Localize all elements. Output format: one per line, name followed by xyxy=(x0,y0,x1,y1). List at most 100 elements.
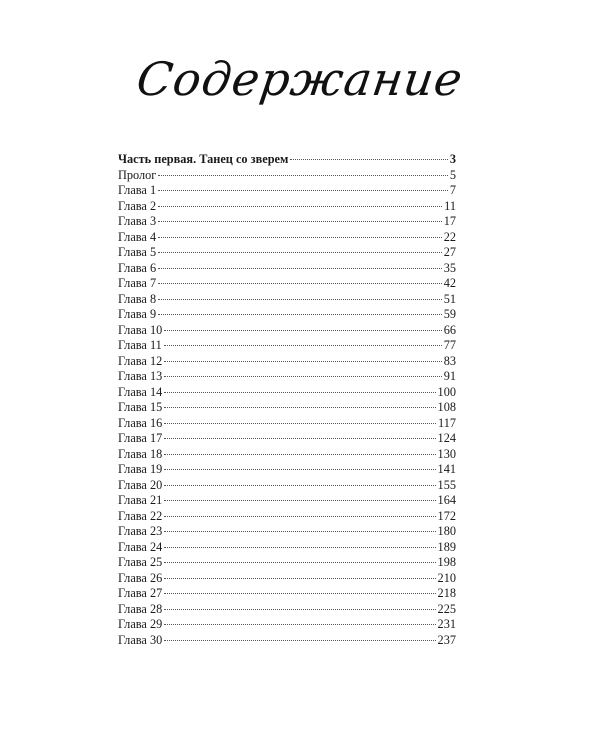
dot-leader xyxy=(164,577,436,579)
toc-entry-label: Глава 26 xyxy=(118,570,163,585)
toc-entry-page-number: 77 xyxy=(443,338,456,352)
toc-entry-label: Глава 7 xyxy=(118,276,157,290)
dot-leader xyxy=(164,469,436,470)
toc-entry-page-number: 3 xyxy=(449,152,456,166)
dot-leader xyxy=(164,531,436,532)
dot-leader xyxy=(164,546,436,548)
toc-entry-page-number: 5 xyxy=(449,167,456,182)
toc-entry-label: Глава 29 xyxy=(118,617,163,631)
toc-entry: Глава 5 27 xyxy=(118,245,456,261)
toc-entry-page-number: 225 xyxy=(437,601,456,616)
toc-entry-label: Глава 8 xyxy=(118,291,157,306)
toc-entry-label: Глава 16 xyxy=(118,415,163,430)
dot-leader xyxy=(158,267,442,269)
dot-leader xyxy=(164,453,436,455)
dot-leader xyxy=(164,376,442,377)
toc-entry-label: Глава 30 xyxy=(118,632,163,647)
toc-entry-page-number: 164 xyxy=(437,493,456,507)
toc-entry: Глава 23 180 xyxy=(118,524,456,540)
toc-entry-label: Глава 2 xyxy=(118,198,157,213)
dot-leader xyxy=(164,484,436,486)
dot-leader xyxy=(158,236,442,238)
toc-entry-label: Глава 5 xyxy=(118,245,157,259)
dot-leader xyxy=(164,360,442,362)
toc-entry-label: Глава 21 xyxy=(118,493,163,507)
toc-entry-page-number: 22 xyxy=(443,229,456,244)
toc-entry-label: Глава 3 xyxy=(118,214,157,228)
dot-leader xyxy=(164,639,436,641)
toc-entry-label: Глава 15 xyxy=(118,400,163,414)
toc-entry-page-number: 124 xyxy=(437,431,456,445)
toc-entry-label: Часть первая. Танец со зверем xyxy=(118,152,289,166)
toc-entry-label: Глава 25 xyxy=(118,555,163,569)
toc-entry-label: Пролог xyxy=(118,167,157,182)
dot-leader xyxy=(158,190,448,191)
toc-entry: Глава 28 225 xyxy=(118,602,456,618)
toc-entry-page-number: 83 xyxy=(443,353,456,368)
toc-entry: Глава 6 35 xyxy=(118,261,456,277)
toc-entry-page-number: 130 xyxy=(437,446,456,461)
dot-leader xyxy=(164,608,436,610)
dot-leader xyxy=(290,159,448,160)
toc-entry: Пролог 5 xyxy=(118,168,456,184)
dot-leader xyxy=(158,252,442,253)
toc-entry: Глава 20 155 xyxy=(118,478,456,494)
toc-entry-page-number: 11 xyxy=(444,198,456,213)
toc-entry: Глава 12 83 xyxy=(118,354,456,370)
toc-entry-label: Глава 17 xyxy=(118,431,163,445)
toc-entry: Глава 8 51 xyxy=(118,292,456,308)
dot-leader xyxy=(164,438,436,439)
toc-entry: Глава 4 22 xyxy=(118,230,456,246)
dot-leader xyxy=(164,329,442,331)
toc-entry: Глава 30 237 xyxy=(118,633,456,649)
toc-entry: Глава 22 172 xyxy=(118,509,456,525)
toc-entry-label: Глава 4 xyxy=(118,229,157,244)
dot-leader xyxy=(164,562,436,563)
dot-leader xyxy=(158,221,442,222)
toc-entry-page-number: 35 xyxy=(443,260,456,275)
toc-entry-label: Глава 20 xyxy=(118,477,163,492)
toc-entry-page-number: 59 xyxy=(443,307,456,321)
toc-entry-label: Глава 9 xyxy=(118,307,157,321)
toc-entry-page-number: 91 xyxy=(443,369,456,383)
toc-entry: Глава 11 77 xyxy=(118,338,456,354)
toc-entry-label: Глава 27 xyxy=(118,586,163,600)
toc-entry: Глава 13 91 xyxy=(118,369,456,385)
toc-entry: Глава 1 7 xyxy=(118,183,456,199)
toc-entry-label: Глава 22 xyxy=(118,508,163,523)
toc-entry-label: Глава 19 xyxy=(118,462,163,476)
toc-entry-label: Глава 14 xyxy=(118,384,163,399)
dot-leader xyxy=(158,283,442,284)
dot-leader xyxy=(164,407,436,408)
toc-entry-label: Глава 18 xyxy=(118,446,163,461)
toc-entry-page-number: 189 xyxy=(437,539,456,554)
toc-entry-label: Глава 24 xyxy=(118,539,163,554)
dot-leader xyxy=(164,500,436,501)
toc-entry: Глава 15 108 xyxy=(118,400,456,416)
toc-entry-page-number: 66 xyxy=(443,322,456,337)
toc-entry-label: Глава 1 xyxy=(118,183,157,197)
dot-leader xyxy=(164,593,436,594)
dot-leader xyxy=(158,174,448,176)
toc-entry: Глава 2 11 xyxy=(118,199,456,215)
toc-entry-label: Глава 28 xyxy=(118,601,163,616)
toc-entry: Глава 18 130 xyxy=(118,447,456,463)
toc-entry: Глава 9 59 xyxy=(118,307,456,323)
toc-entry-label: Глава 11 xyxy=(118,338,162,352)
toc-entry: Глава 26 210 xyxy=(118,571,456,587)
toc-entry-page-number: 17 xyxy=(443,214,456,228)
dot-leader xyxy=(164,624,436,625)
toc-entry-page-number: 27 xyxy=(443,245,456,259)
toc-entry-label: Глава 23 xyxy=(118,524,163,538)
toc-entry: Глава 29 231 xyxy=(118,617,456,633)
dot-leader xyxy=(164,515,436,517)
toc-entry: Глава 25 198 xyxy=(118,555,456,571)
toc-entry-label: Глава 10 xyxy=(118,322,163,337)
toc-entry: Глава 19 141 xyxy=(118,462,456,478)
toc-entry-page-number: 155 xyxy=(437,477,456,492)
toc-entry-label: Глава 13 xyxy=(118,369,163,383)
dot-leader xyxy=(164,391,436,393)
toc-entry-page-number: 7 xyxy=(449,183,456,197)
toc-entry: Глава 24 189 xyxy=(118,540,456,556)
toc-entry: Глава 10 66 xyxy=(118,323,456,339)
